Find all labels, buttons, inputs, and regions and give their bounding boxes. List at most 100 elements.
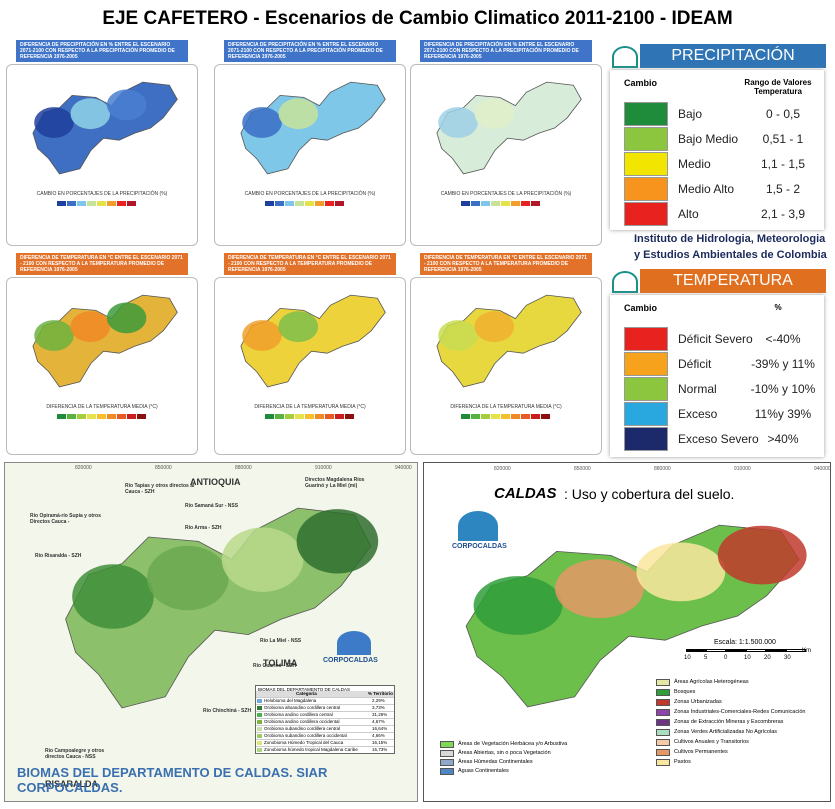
map-subtitle: : Uso y cobertura del suelo. (564, 486, 735, 502)
legend-swatch (461, 414, 470, 419)
panel-frame: CAMBIO EN PORCENTAJES DE LA PRECIPITACIÓ… (214, 64, 406, 246)
zone (555, 559, 644, 619)
logo (458, 511, 498, 541)
legend-swatch (461, 201, 470, 206)
x-tick-label: 910000 (315, 465, 332, 471)
row-category: Orobioma subandino cordillera central (264, 726, 341, 731)
scale-tick: 0 (724, 655, 728, 661)
zone (242, 320, 282, 351)
legend-title: TEMPERATURA (640, 269, 826, 293)
x-tick-label: 820000 (494, 466, 511, 472)
row-percent: 16,15% (372, 740, 388, 745)
x-tick-label: 820000 (75, 465, 92, 471)
table-row: Zonobioma Húmedo Tropical del Cauca 16,15… (256, 739, 394, 746)
legend-label: Exceso (678, 407, 718, 421)
map (32, 294, 178, 388)
legend-label: Normal (678, 382, 717, 396)
legend-label: Bosques (674, 689, 696, 695)
legend-label: Zonas Industriales-Comerciales-Redes Com… (674, 709, 806, 715)
logo-text: CORPOCALDAS (323, 657, 378, 664)
zone (278, 311, 319, 343)
legend-swatch (335, 201, 344, 206)
row-category: Orobioma andino cordillera occidental (264, 719, 340, 724)
legend-label: Medio (678, 157, 711, 171)
legend-swatch (275, 201, 284, 206)
place-label: Río Risaralda - SZH (35, 553, 82, 559)
place-label: Directos Magdalena Ríos Guarinó y La Mie… (305, 477, 365, 489)
scale-segment (746, 649, 766, 652)
region (240, 81, 386, 175)
scale-segment (766, 649, 786, 652)
row-color (257, 741, 262, 745)
scale-unit: Km (802, 648, 811, 654)
panel-header: DIFERENCIA DE TEMPERATURA EN °C ENTRE EL… (224, 253, 396, 275)
legend-swatch (295, 201, 304, 206)
legend-swatch (440, 768, 454, 775)
institute-line: y Estudios Ambientales de Colombia (634, 249, 827, 261)
legend-label: Cultivos Permanentes (674, 749, 728, 755)
legend-col: Cambio (624, 78, 658, 88)
legend-swatch (305, 201, 314, 206)
scale-tick: 10 (744, 655, 751, 661)
scale-segment (786, 649, 806, 652)
legend-swatch (265, 414, 274, 419)
table-col: Categoría (296, 691, 317, 696)
panel-frame: CAMBIO EN PORCENTAJES DE LA PRECIPITACIÓ… (410, 64, 602, 246)
panel-header: DIFERENCIA DE PRECIPITACIÓN EN % ENTRE E… (16, 40, 188, 62)
table-row: Orobioma altoandino cordillera central 3,… (256, 704, 394, 711)
legend-box: Cambio% Déficit Severo <-40% Déficit -39% y … (610, 295, 824, 457)
legend-swatch (491, 414, 500, 419)
legend-swatch (77, 201, 86, 206)
legend-swatch (656, 709, 670, 716)
legend-swatch (656, 719, 670, 726)
zone (474, 311, 515, 343)
table-row: Orobioma andino cordillera central 31,26% (256, 711, 394, 718)
scale-tick: 10 (684, 655, 691, 661)
row-percent: 31,26% (372, 712, 388, 717)
region (436, 294, 582, 388)
legend-swatch (656, 699, 670, 706)
row-percent: 4,66% (372, 733, 385, 738)
panel-caption: CAMBIO EN PORCENTAJES DE LA PRECIPITACIÓ… (440, 191, 572, 197)
zone (438, 320, 478, 351)
panel-frame: DIFERENCIA DE LA TEMPERATURA MEDIA (°C) (6, 277, 198, 455)
legend-swatch (440, 741, 454, 748)
place-label: Río Samaná Sur - NSS (185, 503, 239, 509)
panel-frame: DIFERENCIA DE LA TEMPERATURA MEDIA (°C) (410, 277, 602, 455)
legend-label: Zonas de Extracción Mineras y Escombrera… (674, 719, 784, 725)
legend-swatch (107, 201, 116, 206)
legend-swatch (481, 414, 490, 419)
row-category: Helobioma del Magdalena (264, 698, 317, 703)
legend-range: 1,5 - 2 (765, 182, 801, 196)
scale-segment (726, 649, 746, 652)
scale-tick: 30 (784, 655, 791, 661)
legend-label: Déficit Severo (678, 332, 753, 346)
panel-frame: CAMBIO EN PORCENTAJES DE LA PRECIPITACIÓ… (6, 64, 198, 246)
table-row: Helobioma del Magdalena 2,29% (256, 697, 394, 704)
x-tick-label: 850000 (574, 466, 591, 472)
legend-swatch (87, 201, 96, 206)
legend-swatch (481, 201, 490, 206)
legend-color (624, 202, 668, 226)
zone (296, 509, 379, 574)
map (436, 294, 582, 388)
row-category: Zonobioma húmedo tropical Magdalena Cari… (264, 747, 358, 752)
place-label: TOLIMA (263, 658, 298, 668)
row-color (257, 699, 262, 703)
place-label: Río Campoalegre y otros directos Cauca -… (45, 748, 105, 760)
legend-swatch (77, 414, 86, 419)
zone (70, 98, 111, 130)
legend-range: 0,51 - 1 (762, 132, 804, 146)
legend-swatch (137, 414, 146, 419)
legend-swatch (501, 201, 510, 206)
legend-label: Áreas Húmedas Continentales (458, 759, 533, 765)
panel-header: DIFERENCIA DE TEMPERATURA EN °C ENTRE EL… (420, 253, 592, 275)
panel-caption: DIFERENCIA DE LA TEMPERATURA MEDIA (°C) (254, 404, 366, 410)
legend-swatch (656, 689, 670, 696)
biomas-title: BIOMAS DEL DEPARTAMENTO DE CALDAS. SIAR … (17, 765, 328, 795)
table-title: BIOMAS DEL DEPARTAMENTO DE CALDAS (258, 687, 351, 692)
x-tick-label: 850000 (155, 465, 172, 471)
logo (612, 46, 638, 68)
row-percent: 2,29% (372, 698, 385, 703)
